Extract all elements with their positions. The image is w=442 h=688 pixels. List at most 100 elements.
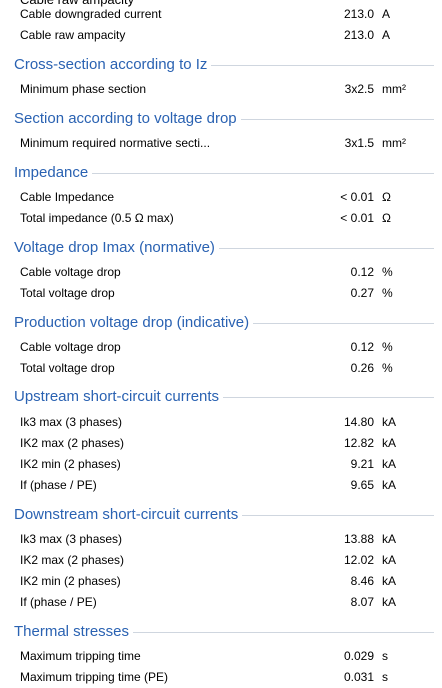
row-value: 9.65 bbox=[350, 478, 374, 492]
row-label: IK2 min (2 phases) bbox=[20, 574, 121, 588]
row-value: 0.12 bbox=[350, 265, 374, 279]
row-label: Total impedance (0.5 Ω max) bbox=[20, 211, 174, 225]
result-row: Minimum phase section 3x2.5 mm² bbox=[0, 79, 442, 100]
row-label: Maximum tripping time (PE) bbox=[20, 670, 169, 684]
row-value: < 0.01 bbox=[340, 190, 374, 204]
result-row: Total voltage drop 0.26 % bbox=[0, 358, 442, 379]
row-value: 12.02 bbox=[343, 553, 374, 567]
row-value: 0.029 bbox=[343, 649, 374, 663]
row-unit: kA bbox=[382, 457, 397, 471]
row-unit: % bbox=[382, 361, 393, 375]
section-header-cross-section: Cross-section according to Iz bbox=[0, 53, 442, 77]
section-divider bbox=[14, 248, 434, 249]
row-unit: mm² bbox=[382, 136, 406, 150]
section-title: Downstream short-circuit currents bbox=[14, 503, 243, 527]
row-unit: kA bbox=[382, 595, 397, 609]
row-value: 8.07 bbox=[350, 595, 374, 609]
row-unit: mm² bbox=[382, 82, 406, 96]
result-row: If (phase / PE) 8.07 kA bbox=[0, 592, 442, 613]
section-title: Voltage drop Imax (normative) bbox=[14, 236, 219, 260]
section-header-thermal-stresses: Thermal stresses bbox=[0, 620, 442, 644]
section-divider bbox=[14, 632, 434, 633]
row-unit: kA bbox=[382, 553, 397, 567]
section-title: Production voltage drop (indicative) bbox=[14, 311, 254, 335]
section-title: Cross-section according to Iz bbox=[14, 53, 212, 77]
result-row: Total impedance (0.5 Ω max) < 0.01 Ω bbox=[0, 208, 442, 229]
row-unit: Ω bbox=[382, 190, 391, 204]
result-row: Cable raw ampacity 213.0 A bbox=[0, 25, 442, 46]
result-row: Cable voltage drop 0.12 % bbox=[0, 262, 442, 283]
result-row: IK2 max (2 phases) 12.82 kA bbox=[0, 433, 442, 454]
row-unit: kA bbox=[382, 478, 397, 492]
section-header-upstream-short-circuit: Upstream short-circuit currents bbox=[0, 385, 442, 409]
result-row: Cable voltage drop 0.12 % bbox=[0, 337, 442, 358]
row-unit: % bbox=[382, 286, 393, 300]
section-divider bbox=[14, 173, 434, 174]
row-unit: kA bbox=[382, 574, 397, 588]
row-value: 3x1.5 bbox=[344, 136, 374, 150]
result-row: If (phase / PE) 9.65 kA bbox=[0, 475, 442, 496]
result-row: Cable Impedance < 0.01 Ω bbox=[0, 187, 442, 208]
section-header-production-voltage-drop: Production voltage drop (indicative) bbox=[0, 311, 442, 335]
row-value: 14.80 bbox=[343, 415, 374, 429]
row-unit: s bbox=[382, 649, 388, 663]
section-header-voltage-drop-imax: Voltage drop Imax (normative) bbox=[0, 236, 442, 260]
row-unit: Ω bbox=[382, 211, 391, 225]
row-label: Cable raw ampacity bbox=[20, 28, 126, 42]
row-unit: % bbox=[382, 265, 393, 279]
result-row: Maximum tripping time 0.029 s bbox=[0, 646, 442, 667]
cut-off-row-label: Cable raw ampacity bbox=[0, 0, 134, 12]
row-unit: s bbox=[382, 670, 388, 684]
result-row: IK2 min (2 phases) 8.46 kA bbox=[0, 571, 442, 592]
result-row: Cable downgraded current 213.0 A bbox=[0, 4, 442, 25]
section-title: Section according to voltage drop bbox=[14, 107, 241, 131]
row-value: 213.0 bbox=[343, 28, 374, 42]
result-row: IK2 max (2 phases) 12.02 kA bbox=[0, 550, 442, 571]
section-title: Impedance bbox=[14, 161, 93, 185]
row-label: If (phase / PE) bbox=[20, 595, 97, 609]
row-value: 0.031 bbox=[343, 670, 374, 684]
row-unit: kA bbox=[382, 436, 397, 450]
row-unit: A bbox=[382, 28, 391, 42]
row-unit: kA bbox=[382, 532, 397, 546]
row-value: 3x2.5 bbox=[344, 82, 374, 96]
section-title: Upstream short-circuit currents bbox=[14, 385, 224, 409]
result-row: Total voltage drop 0.27 % bbox=[0, 283, 442, 304]
result-row: Ik3 max (3 phases) 14.80 kA bbox=[0, 412, 442, 433]
row-value: 9.21 bbox=[350, 457, 374, 471]
row-label: Cable voltage drop bbox=[20, 340, 121, 354]
row-label: Minimum phase section bbox=[20, 82, 147, 96]
row-value: 0.12 bbox=[350, 340, 374, 354]
section-divider bbox=[14, 397, 434, 398]
row-label: IK2 max (2 phases) bbox=[20, 553, 125, 567]
section-header-impedance: Impedance bbox=[0, 161, 442, 185]
result-row: IK2 min (2 phases) 9.21 kA bbox=[0, 454, 442, 475]
row-label: Ik3 max (3 phases) bbox=[20, 415, 123, 429]
row-value: 213.0 bbox=[343, 7, 374, 21]
row-value: 12.82 bbox=[343, 436, 374, 450]
row-label: If (phase / PE) bbox=[20, 478, 97, 492]
row-label: Cable voltage drop bbox=[20, 265, 121, 279]
section-title: Thermal stresses bbox=[14, 620, 134, 644]
row-label: IK2 max (2 phases) bbox=[20, 436, 125, 450]
result-row: Maximum tripping time (PE) 0.031 s bbox=[0, 667, 442, 688]
row-unit: A bbox=[382, 7, 391, 21]
row-value: 0.27 bbox=[350, 286, 374, 300]
row-label: Maximum tripping time bbox=[20, 649, 141, 663]
row-value: 13.88 bbox=[343, 532, 374, 546]
row-label: Total voltage drop bbox=[20, 361, 115, 375]
section-header-voltage-drop-section: Section according to voltage drop bbox=[0, 107, 442, 131]
row-unit: kA bbox=[382, 415, 397, 429]
section-header-downstream-short-circuit: Downstream short-circuit currents bbox=[0, 503, 442, 527]
row-label: Cable Impedance bbox=[20, 190, 115, 204]
row-value: 8.46 bbox=[350, 574, 374, 588]
result-row: Minimum required normative secti... 3x1.… bbox=[0, 133, 442, 154]
row-label: Minimum required normative secti... bbox=[20, 136, 211, 150]
row-value: < 0.01 bbox=[340, 211, 374, 225]
row-label: Cable downgraded current bbox=[20, 7, 162, 21]
row-label: IK2 min (2 phases) bbox=[20, 457, 121, 471]
row-label: Total voltage drop bbox=[20, 286, 115, 300]
result-row: Ik3 max (3 phases) 13.88 kA bbox=[0, 529, 442, 550]
row-unit: % bbox=[382, 340, 393, 354]
